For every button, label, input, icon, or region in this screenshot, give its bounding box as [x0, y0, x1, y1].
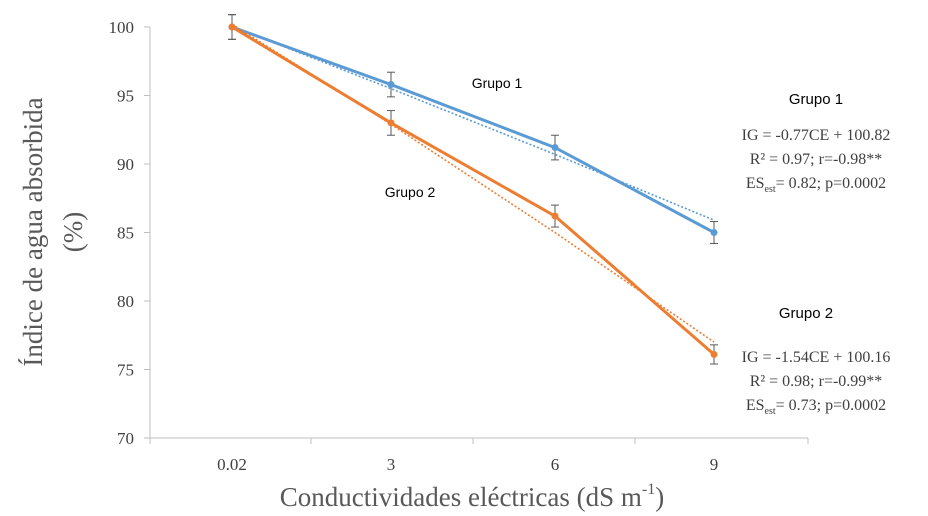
data-point-grupo-2-2 [551, 212, 559, 220]
annotation-grupo-2-es-pre: ES [746, 397, 765, 414]
annotation-grupo-1-title: Grupo 1 [789, 91, 843, 108]
series-line-grupo-2 [231, 25, 715, 356]
x-tick-label-3: 3 [387, 455, 396, 474]
annotation-grupo-1: Grupo 1 IG = -0.77CE + 100.82 R² = 0.97;… [742, 91, 891, 195]
series-line-grupo-1 [231, 25, 715, 234]
y-axis-title-line2: (%) [58, 212, 88, 252]
annotation-grupo-1-es-post: = 0.82; p=0.0002 [776, 175, 887, 192]
annotation-grupo-1-es-pre: ES [746, 175, 765, 192]
y-tick-label-95: 95 [117, 87, 134, 106]
annotation-grupo-1-equation: IG = -0.77CE + 100.82 [742, 127, 891, 144]
annotation-grupo-2-es: ESest= 0.73; p=0.0002 [746, 397, 886, 417]
x-axis-title: Conductividades eléctricas (dS m-1) [280, 481, 664, 512]
annotation-grupo-2-title: Grupo 2 [779, 305, 833, 322]
y-tick-label-70: 70 [117, 429, 134, 448]
x-axis-title-end: ) [655, 482, 664, 512]
annotation-grupo-1-stats: R² = 0.97; r=-0.98** [750, 151, 883, 168]
annotation-grupo-1-es-sub: est [765, 184, 776, 195]
annotation-grupo-2-es-post: = 0.73; p=0.0002 [776, 397, 887, 414]
y-axis-title: Índice de agua absorbida (%) [18, 97, 88, 366]
y-axis-title-line1: Índice de agua absorbida [18, 97, 48, 366]
data-point-grupo-1-3 [710, 229, 718, 236]
data-point-grupo-1-2 [551, 144, 559, 152]
annotation-grupo-2-equation: IG = -1.54CE + 100.16 [742, 349, 891, 366]
data-point-grupo-2-3 [710, 350, 718, 358]
data-point-grupo-2-1 [387, 119, 395, 127]
y-tick-label-80: 80 [117, 292, 134, 311]
annotation-grupo-1-es: ESest= 0.82; p=0.0002 [746, 175, 886, 195]
x-ticks: 0.02 3 6 9 [149, 438, 809, 474]
trendline-grupo-1 [231, 25, 715, 221]
data-point-grupo-1-1 [387, 81, 395, 89]
y-tick-label-85: 85 [117, 224, 134, 243]
annotation-grupo-2: Grupo 2 IG = -1.54CE + 100.16 R² = 0.98;… [742, 305, 891, 417]
plot-area [228, 14, 718, 365]
series-label-grupo-2: Grupo 2 [385, 184, 436, 200]
y-tick-label-90: 90 [117, 155, 134, 174]
annotation-grupo-2-es-sub: est [765, 406, 776, 417]
y-tick-label-75: 75 [117, 361, 134, 380]
x-tick-label-0.02: 0.02 [217, 455, 247, 474]
x-axis-title-main: Conductividades eléctricas (dS m [280, 482, 642, 512]
x-tick-label-6: 6 [551, 455, 560, 474]
x-tick-label-9: 9 [710, 455, 719, 474]
x-axis-title-sup: -1 [642, 481, 655, 498]
y-tick-label-100: 100 [109, 18, 135, 37]
y-ticks: 70 75 80 85 90 95 100 [109, 18, 150, 448]
annotation-grupo-2-stats: R² = 0.98; r=-0.99** [750, 373, 883, 390]
data-point-grupo-2-0 [228, 23, 236, 31]
series-label-grupo-1: Grupo 1 [472, 75, 523, 91]
